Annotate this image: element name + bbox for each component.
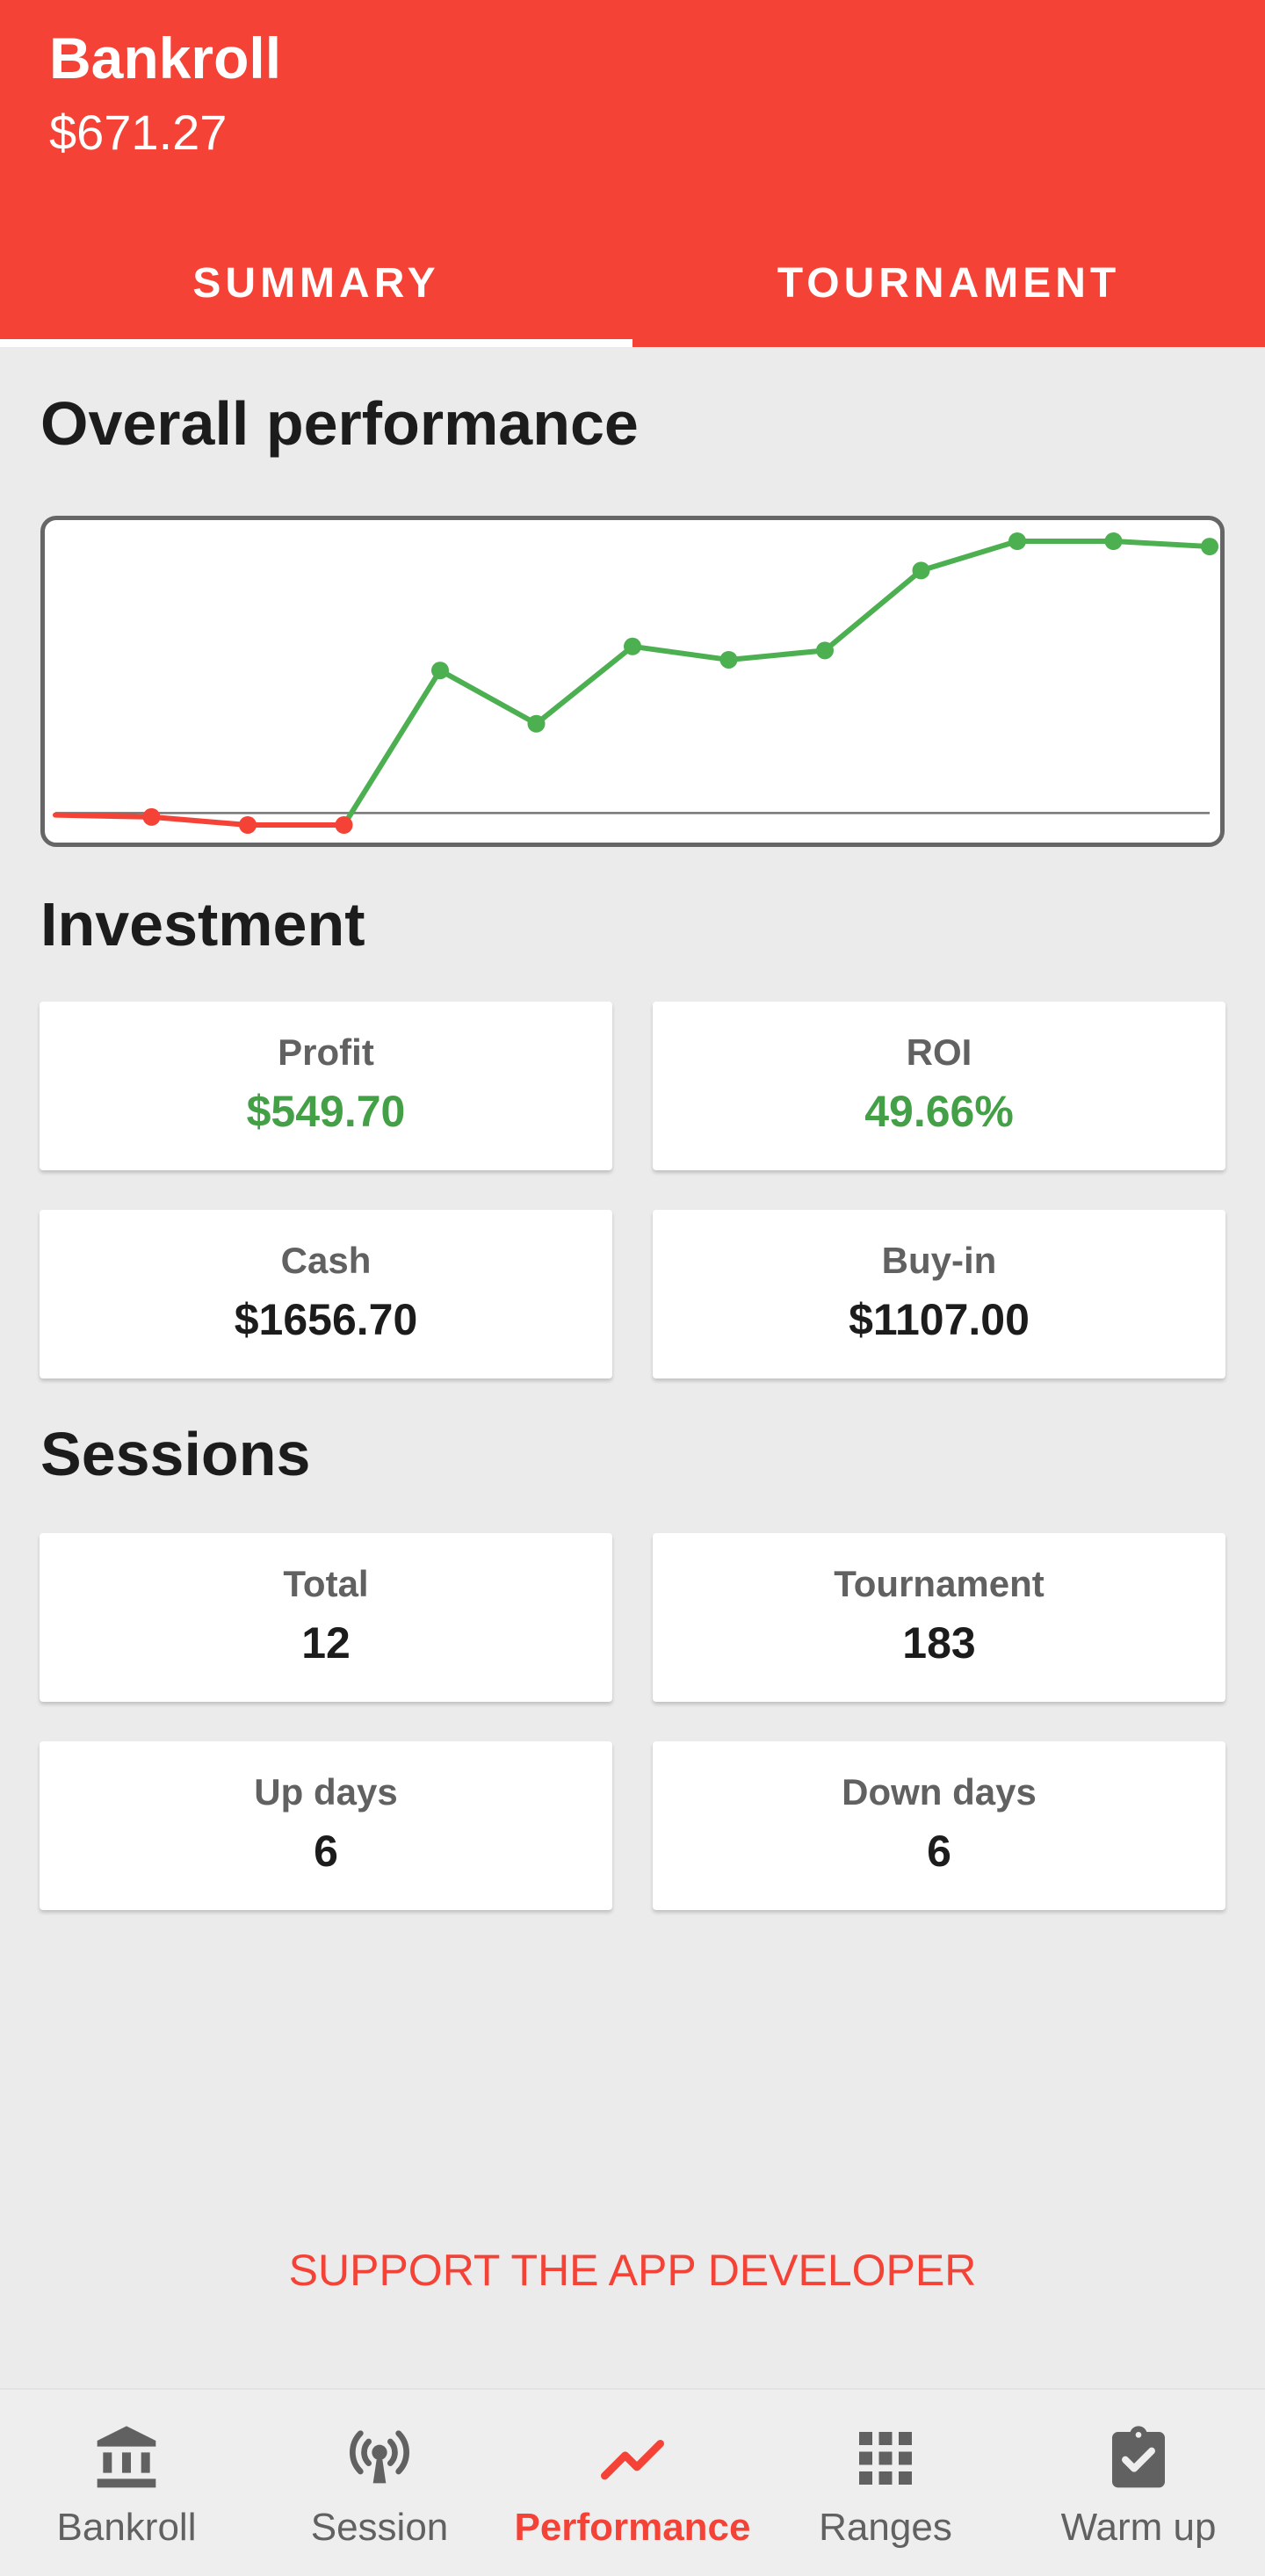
tab-summary-label: SUMMARY bbox=[192, 260, 440, 307]
nav-performance-label: Performance bbox=[514, 2506, 751, 2549]
tournament-sessions-card: Tournament 183 bbox=[653, 1533, 1225, 1702]
chart-line-segment bbox=[533, 643, 635, 727]
sessions-title: Sessions bbox=[40, 1420, 311, 1488]
performance-chart[interactable] bbox=[40, 516, 1225, 847]
nav-ranges-label: Ranges bbox=[819, 2506, 952, 2549]
chart-point bbox=[912, 561, 930, 580]
nav-session-label: Session bbox=[310, 2506, 449, 2549]
total-sessions-card: Total 12 bbox=[40, 1533, 612, 1702]
app-header: Bankroll $671.27 SUMMARY TOURNAMENT bbox=[0, 0, 1265, 347]
chart-point bbox=[624, 637, 641, 655]
nav-bankroll-label: Bankroll bbox=[56, 2506, 197, 2549]
chart-point bbox=[431, 662, 449, 680]
up-days-label: Up days bbox=[254, 1771, 398, 1813]
chart-point bbox=[1008, 532, 1026, 550]
chart-line-segment bbox=[822, 568, 924, 654]
investment-title: Investment bbox=[40, 890, 365, 959]
active-tab-indicator bbox=[0, 339, 632, 347]
nav-warm-up[interactable]: Warm up bbox=[1012, 2390, 1265, 2576]
chart-line-segment bbox=[341, 668, 443, 828]
buy-in-label: Buy-in bbox=[881, 1240, 997, 1281]
chart-line-segment bbox=[918, 539, 1020, 574]
broadcast-icon bbox=[350, 2430, 409, 2484]
tab-bar: SUMMARY TOURNAMENT bbox=[0, 220, 1265, 347]
chart-point bbox=[527, 714, 546, 733]
chart-point bbox=[816, 641, 834, 660]
cash-card: Cash $1656.70 bbox=[40, 1210, 612, 1378]
trending-up-icon bbox=[601, 2440, 664, 2480]
grid-icon bbox=[859, 2432, 912, 2485]
chart-point bbox=[335, 816, 353, 834]
tournament-value: 183 bbox=[902, 1618, 976, 1668]
buy-in-card: Buy-in $1107.00 bbox=[653, 1210, 1225, 1378]
chart-line-segment bbox=[53, 812, 155, 820]
cash-label: Cash bbox=[280, 1240, 372, 1281]
profit-label: Profit bbox=[278, 1031, 374, 1073]
chart-line-segment bbox=[148, 814, 250, 828]
roi-value: 49.66% bbox=[864, 1087, 1014, 1136]
up-days-card: Up days 6 bbox=[40, 1741, 612, 1910]
chart-line-segment bbox=[1110, 539, 1212, 550]
chart-point bbox=[142, 807, 161, 826]
profit-value: $549.70 bbox=[246, 1087, 406, 1136]
chart-line-segment bbox=[437, 668, 539, 727]
clipboard-check-icon bbox=[1112, 2426, 1165, 2488]
nav-session[interactable]: Session bbox=[253, 2390, 506, 2576]
profit-card: Profit $549.70 bbox=[40, 1002, 612, 1170]
down-days-card: Down days 6 bbox=[653, 1741, 1225, 1910]
bottom-navigation: Bankroll Session Performance Ranges W bbox=[0, 2388, 1265, 2576]
tournament-label: Tournament bbox=[834, 1563, 1045, 1604]
buy-in-value: $1107.00 bbox=[849, 1295, 1030, 1344]
chart-point bbox=[1104, 532, 1123, 550]
tab-tournament[interactable]: TOURNAMENT bbox=[632, 220, 1265, 347]
roi-card: ROI 49.66% bbox=[653, 1002, 1225, 1170]
bankroll-balance: $671.27 bbox=[49, 105, 228, 160]
down-days-label: Down days bbox=[842, 1771, 1037, 1813]
nav-warm-up-label: Warm up bbox=[1060, 2506, 1217, 2549]
cash-value: $1656.70 bbox=[234, 1295, 418, 1344]
chart-line-segment bbox=[726, 648, 828, 662]
nav-ranges[interactable]: Ranges bbox=[759, 2390, 1012, 2576]
tab-summary[interactable]: SUMMARY bbox=[0, 220, 632, 347]
chart-point bbox=[1201, 538, 1218, 556]
performance-chart-svg bbox=[53, 532, 1218, 834]
nav-performance[interactable]: Performance bbox=[506, 2390, 759, 2576]
chart-point bbox=[719, 650, 738, 669]
total-value: 12 bbox=[301, 1618, 351, 1668]
support-developer-link[interactable]: SUPPORT THE APP DEVELOPER bbox=[288, 2246, 977, 2295]
down-days-value: 6 bbox=[927, 1827, 951, 1876]
chart-line-segment bbox=[630, 643, 732, 662]
bank-icon bbox=[97, 2426, 156, 2488]
nav-bankroll[interactable]: Bankroll bbox=[0, 2390, 253, 2576]
total-label: Total bbox=[283, 1563, 369, 1604]
roi-label: ROI bbox=[906, 1031, 972, 1073]
overall-performance-title: Overall performance bbox=[40, 389, 639, 458]
tab-tournament-label: TOURNAMENT bbox=[777, 260, 1121, 307]
chart-point bbox=[239, 816, 257, 834]
app-title: Bankroll bbox=[49, 25, 282, 90]
up-days-value: 6 bbox=[314, 1827, 338, 1876]
